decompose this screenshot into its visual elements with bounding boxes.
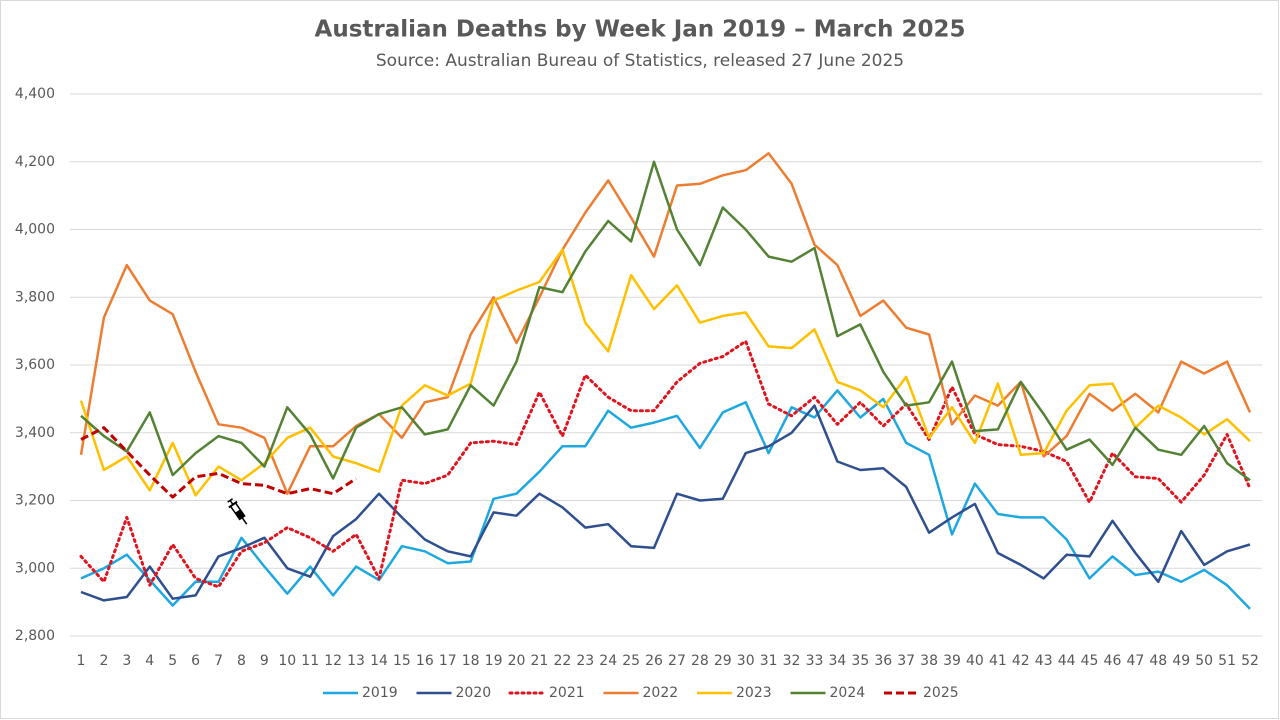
x-tick-label: 45	[1081, 653, 1099, 669]
x-tick-label: 10	[278, 653, 296, 669]
chart-title: Australian Deaths by Week Jan 2019 – Mar…	[315, 17, 966, 43]
legend-label: 2021	[549, 685, 585, 701]
x-tick-label: 46	[1104, 653, 1122, 669]
x-tick-label: 1	[77, 653, 86, 669]
x-tick-label: 26	[645, 653, 663, 669]
x-tick-label: 5	[168, 653, 177, 669]
x-tick-label: 9	[260, 653, 269, 669]
legend: 2019 2020 2021 2022 2023 2024 2025	[323, 685, 959, 701]
x-tick-label: 12	[324, 653, 342, 669]
x-tick-label: 15	[393, 653, 411, 669]
x-tick-label: 29	[714, 653, 732, 669]
y-tick-label: 2,800	[15, 628, 55, 644]
y-tick-label: 4,000	[15, 222, 55, 238]
y-tick-label: 4,400	[15, 86, 55, 102]
x-tick-label: 4	[145, 653, 154, 669]
y-tick-label: 3,800	[15, 289, 55, 305]
x-tick-label: 52	[1241, 653, 1259, 669]
x-tick-label: 22	[553, 653, 571, 669]
chart-subtitle: Source: Australian Bureau of Statistics,…	[376, 51, 904, 71]
x-tick-label: 36	[874, 653, 892, 669]
x-tick-label: 19	[485, 653, 503, 669]
x-tick-label: 7	[214, 653, 223, 669]
x-tick-label: 39	[943, 653, 961, 669]
x-tick-label: 24	[599, 653, 617, 669]
x-tick-label: 32	[783, 653, 801, 669]
x-tick-label: 3	[122, 653, 131, 669]
series-line	[80, 160, 1251, 482]
x-tick-label: 6	[191, 653, 200, 669]
x-tick-label: 2	[99, 653, 108, 669]
x-tick-label: 35	[851, 653, 869, 669]
legend-label: 2020	[456, 685, 492, 701]
x-tick-label: 48	[1149, 653, 1167, 669]
x-tick-label: 17	[439, 653, 457, 669]
x-tick-label: 25	[622, 653, 640, 669]
x-tick-label: 49	[1172, 653, 1190, 669]
series-line	[80, 389, 1251, 610]
x-tick-label: 31	[760, 653, 778, 669]
legend-label: 2019	[362, 685, 398, 701]
syringe-icon	[227, 498, 248, 525]
x-tick-label: 30	[737, 653, 755, 669]
plot	[79, 152, 1252, 610]
series-line	[79, 339, 1252, 589]
x-tick-label: 8	[237, 653, 246, 669]
y-tick-label: 3,200	[15, 493, 55, 509]
x-tick-label: 16	[416, 653, 434, 669]
x-tick-label: 47	[1126, 653, 1144, 669]
x-tick-label: 38	[920, 653, 938, 669]
legend-label: 2023	[736, 685, 772, 701]
x-tick-label: 23	[576, 653, 594, 669]
x-tick-label: 40	[966, 653, 984, 669]
legend-label: 2024	[830, 685, 866, 701]
x-tick-label: 14	[370, 653, 388, 669]
series-line	[80, 404, 1251, 602]
x-tick-label: 27	[668, 653, 686, 669]
x-tick-label: 11	[301, 653, 319, 669]
legend-label: 2022	[643, 685, 679, 701]
x-tick-label: 20	[508, 653, 526, 669]
x-tick-label: 34	[828, 653, 846, 669]
x-tick-label: 44	[1058, 653, 1076, 669]
y-tick-label: 4,200	[15, 154, 55, 170]
series-line	[79, 152, 1252, 495]
y-tick-label: 3,400	[15, 425, 55, 441]
x-tick-label: 28	[691, 653, 709, 669]
x-tick-label: 21	[531, 653, 549, 669]
x-tick-label: 18	[462, 653, 480, 669]
y-tick-label: 3,600	[15, 357, 55, 373]
x-tick-label: 50	[1195, 653, 1213, 669]
y-tick-label: 3,000	[15, 560, 55, 576]
x-tick-label: 43	[1035, 653, 1053, 669]
x-tick-label: 33	[806, 653, 824, 669]
x-tick-label: 42	[1012, 653, 1030, 669]
x-tick-label: 13	[347, 653, 365, 669]
x-tick-label: 41	[989, 653, 1007, 669]
x-tick-label: 51	[1218, 653, 1236, 669]
x-tick-label: 37	[897, 653, 915, 669]
legend-label: 2025	[923, 685, 959, 701]
